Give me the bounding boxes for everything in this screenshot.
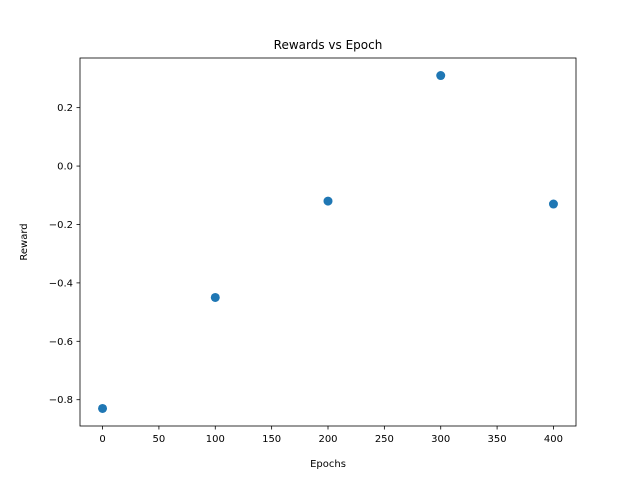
y-tick-label: −0.8: [49, 395, 73, 406]
x-tick-label: 300: [431, 434, 450, 445]
y-axis-label: Reward: [19, 223, 30, 260]
x-axis-label: Epochs: [310, 459, 346, 470]
chart-title: Rewards vs Epoch: [274, 38, 383, 52]
x-tick-label: 400: [544, 434, 563, 445]
x-tick-label: 0: [99, 434, 105, 445]
y-tick-label: −0.4: [49, 278, 73, 289]
y-axis-ticks: −0.8 −0.6 −0.4 −0.2 0.0 0.2: [49, 103, 80, 406]
x-tick-label: 50: [153, 434, 166, 445]
data-point: [548, 199, 558, 209]
data-point: [98, 403, 108, 413]
x-tick-label: 250: [375, 434, 394, 445]
y-tick-label: 0.0: [57, 162, 73, 173]
plot-frame: [79, 57, 577, 427]
y-tick-label: −0.2: [49, 220, 73, 231]
x-axis-ticks: 0 50 100 150 200 250 300 350 400: [99, 426, 563, 445]
y-tick-label: −0.6: [49, 337, 73, 348]
x-tick-label: 100: [206, 434, 225, 445]
y-tick-label: 0.2: [57, 103, 73, 114]
x-tick-label: 200: [318, 434, 337, 445]
x-tick-label: 150: [262, 434, 281, 445]
x-tick-label: 350: [488, 434, 507, 445]
scatter-series: [98, 71, 558, 413]
data-point: [210, 292, 220, 302]
data-point: [323, 196, 333, 206]
plot-area: [79, 57, 577, 427]
data-point: [436, 71, 446, 81]
